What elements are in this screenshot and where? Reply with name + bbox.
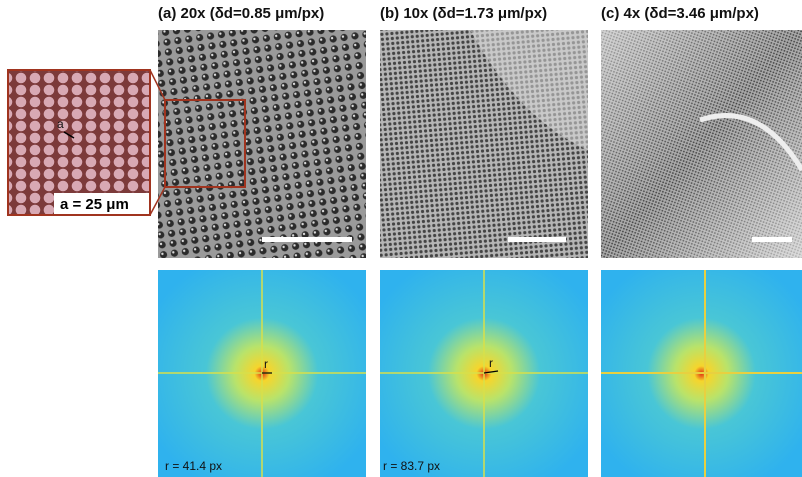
vector-label: r <box>489 356 493 370</box>
panel-title: (a) 20x (δd=0.85 μm/px) <box>158 5 324 22</box>
inset <box>7 69 151 216</box>
scale-bar <box>508 237 566 242</box>
fft-label: r = 41.4 px <box>165 459 222 473</box>
micrograph <box>158 30 366 258</box>
zoom-line <box>149 186 166 216</box>
fold <box>699 113 802 172</box>
lattice-label: a <box>57 117 64 131</box>
zoom-box <box>164 99 246 188</box>
panel-title: (b) 10x (δd=1.73 μm/px) <box>380 5 547 22</box>
fft-label: r = 83.7 px <box>383 459 440 473</box>
shading <box>380 30 588 150</box>
spacing-label: a = 25 μm <box>60 196 129 213</box>
scale-bar <box>752 237 792 242</box>
fft-a: r r = 41.4 px <box>158 270 366 477</box>
fft-c <box>601 270 802 477</box>
zoom-line <box>149 69 166 101</box>
scale-bar <box>262 237 352 242</box>
shading <box>601 30 802 258</box>
fft-b: r r = 83.7 px <box>380 270 588 477</box>
r-vector <box>483 370 499 374</box>
vector-label: r <box>264 357 268 371</box>
label-box <box>54 193 149 214</box>
panel-title: (c) 4x (δd=3.46 μm/px) <box>601 5 759 22</box>
lattice-arrow <box>63 131 75 139</box>
